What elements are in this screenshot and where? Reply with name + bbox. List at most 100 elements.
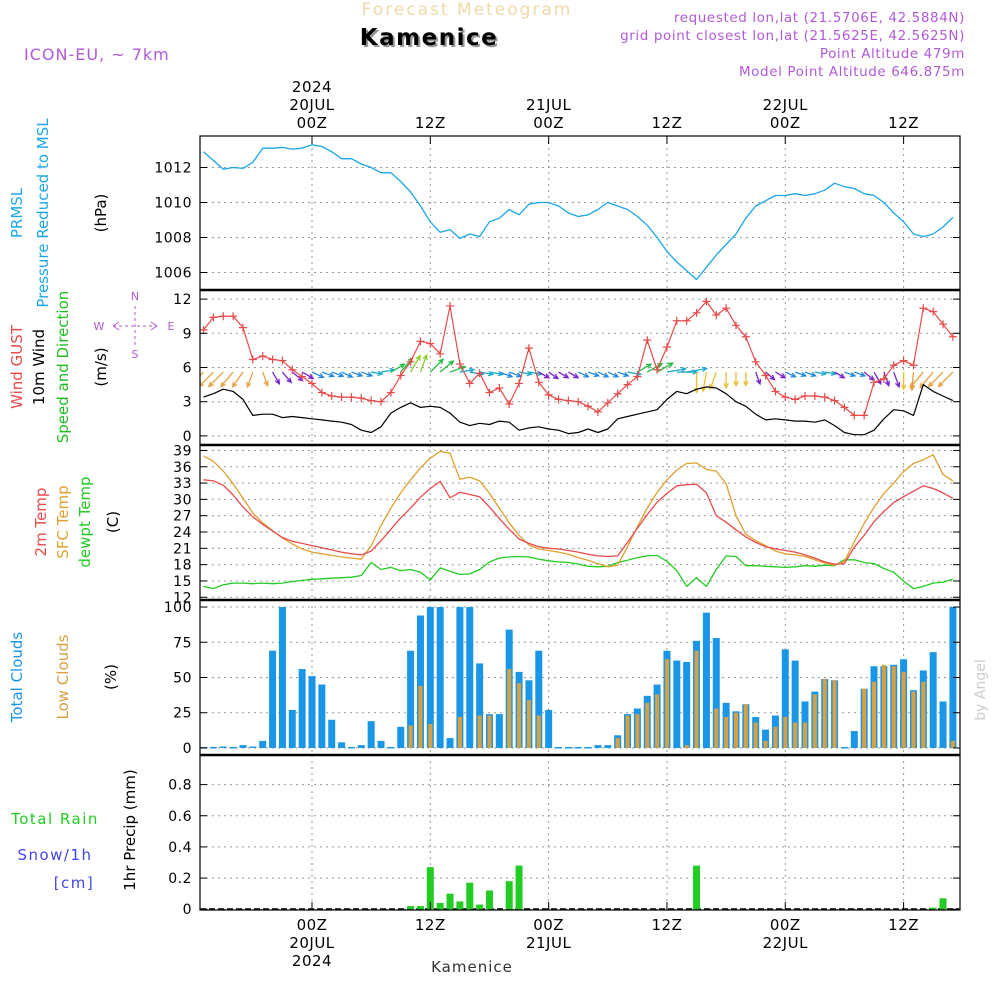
wind-arrow-head — [657, 362, 664, 368]
precip-label-snow: Snow/1h — [17, 846, 92, 864]
total-cloud-bar — [584, 746, 592, 749]
bottom-time-label: 00Z — [297, 916, 328, 934]
gust-marker — [219, 312, 228, 321]
wind-arrow-head — [839, 373, 846, 379]
wind-arrow — [439, 360, 454, 373]
wind-arrow-head — [900, 384, 907, 391]
precip-label-rain: Total Rain — [10, 810, 99, 828]
top-time-label: 00Z — [297, 114, 328, 132]
wind-arrow — [220, 371, 234, 387]
wind-arrow — [246, 371, 254, 388]
wind-arrow — [863, 371, 875, 381]
cloud-label-total: Total Clouds — [8, 632, 26, 724]
top-time-label: 12Z — [888, 114, 919, 132]
gust-marker — [771, 387, 780, 396]
gust-marker — [850, 411, 859, 420]
y-tick-label: 0 — [183, 902, 192, 918]
top-time-label: 20JUL — [289, 96, 334, 114]
y-tick-label: 15 — [173, 574, 192, 590]
low-cloud-bar — [891, 666, 896, 748]
y-tick-label: 1012 — [154, 161, 192, 177]
low-cloud-bar — [694, 650, 699, 748]
model-name: ICON-EU, ~ 7km — [24, 45, 170, 64]
gust-marker — [870, 378, 879, 387]
wind-arrow — [518, 371, 532, 375]
gust-marker — [593, 407, 602, 416]
gust-marker — [564, 396, 573, 405]
top-time-label: 22JUL — [763, 96, 808, 114]
bottom-time-label: 22JUL — [763, 934, 808, 952]
total-cloud-bar — [249, 746, 257, 748]
gust-marker — [899, 356, 908, 365]
total-cloud-bar — [298, 669, 306, 748]
footer-station: Kamenice — [431, 958, 513, 976]
wind-arrow — [775, 371, 786, 379]
wind-arrow-head — [356, 371, 364, 378]
compass-n: N — [131, 290, 139, 303]
gust-marker — [840, 403, 849, 412]
bottom-time-label: 12Z — [652, 916, 683, 934]
station-title: Kamenice — [360, 25, 498, 51]
wind-arrow-head — [909, 382, 916, 389]
gust-marker — [791, 395, 800, 404]
total-cloud-bar — [555, 746, 562, 749]
wind-arrow-head — [680, 366, 688, 373]
total-cloud-bar — [840, 746, 848, 749]
gust-marker — [810, 391, 819, 400]
wind-arrow — [528, 371, 542, 375]
gust-marker — [317, 388, 326, 397]
gust-marker — [446, 301, 455, 310]
wind-arrow — [755, 371, 761, 385]
wind-arrow — [459, 368, 475, 373]
wind-arrow-head — [612, 372, 620, 378]
precip-label-cm: [cm] — [54, 874, 95, 892]
wind-arrow — [928, 371, 944, 387]
gust-marker — [229, 312, 238, 321]
rain-bar — [456, 901, 464, 910]
wind-arrow-head — [733, 380, 739, 388]
y-tick-label: 12 — [173, 292, 192, 308]
wind-arrow — [765, 371, 775, 381]
sfc-temp-line — [203, 450, 954, 568]
wind-arrow-head — [859, 371, 867, 378]
info-line-1: requested lon,lat (21.5706E, 42.5884N) — [674, 10, 965, 26]
total-cloud-bar — [791, 660, 799, 748]
pressure-units: (hPa) — [92, 194, 110, 233]
wind-arrow-head — [603, 372, 610, 378]
rain-bar — [515, 865, 523, 910]
gust-marker — [268, 355, 277, 364]
total-cloud-bar — [229, 746, 237, 749]
total-cloud-bar — [594, 745, 602, 748]
y-tick-label: 100 — [164, 600, 192, 616]
y-tick-label: 33 — [173, 476, 192, 492]
wind-arrow — [637, 363, 652, 373]
wind-arrow-head — [448, 360, 455, 366]
gust-marker — [248, 355, 257, 364]
total-cloud-bar — [397, 726, 405, 748]
total-cloud-bar — [466, 607, 474, 748]
top-time-label: 21JUL — [526, 96, 571, 114]
gust-marker — [702, 297, 711, 306]
gust-marker — [554, 395, 563, 404]
low-cloud-bar — [655, 694, 660, 748]
wind-arrow — [449, 366, 466, 373]
wind-arrow-head — [274, 378, 281, 386]
top-time-label: 12Z — [415, 114, 446, 132]
wind-speed-line — [203, 384, 954, 436]
gust-marker — [761, 371, 770, 380]
wind-arrow-head — [623, 371, 630, 378]
low-cloud-bar — [832, 680, 837, 748]
rain-bar — [446, 893, 454, 910]
gust-marker — [741, 332, 750, 341]
gust-marker — [475, 369, 484, 378]
bottom-time-label: 12Z — [415, 916, 446, 934]
wind-arrow — [281, 371, 292, 383]
wind-arrow — [938, 371, 954, 387]
gust-marker — [396, 371, 405, 380]
low-cloud-bar — [872, 681, 877, 748]
wind-label-gust: Wind GUST — [8, 324, 26, 409]
cloud-units: (%) — [102, 664, 120, 690]
compass-e: E — [168, 320, 175, 333]
watermark: by Angel — [973, 659, 989, 720]
low-cloud-bar — [714, 708, 719, 748]
